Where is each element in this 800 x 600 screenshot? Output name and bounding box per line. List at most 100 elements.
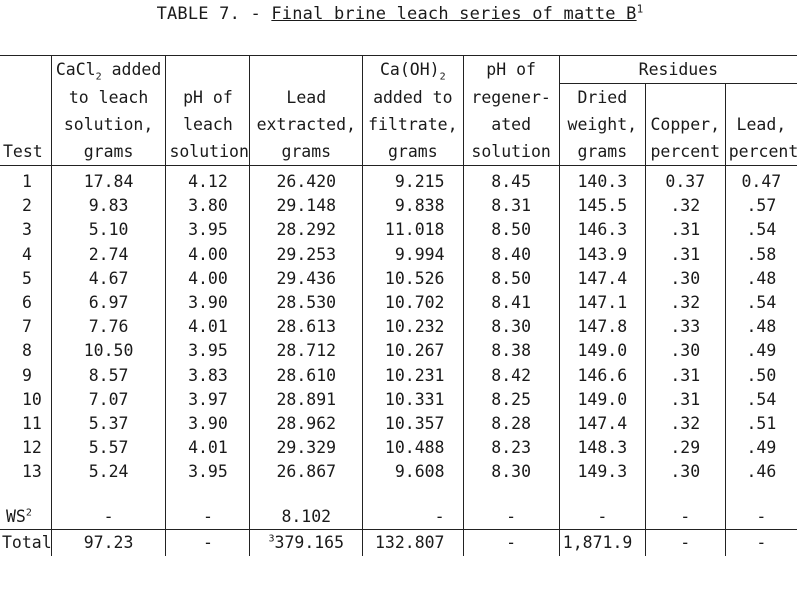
cell-copper-percent: .31 <box>644 363 726 388</box>
total-label: Total <box>0 528 52 556</box>
cell-copper-percent: .30 <box>644 460 726 485</box>
header-lead-pct-line2: percent <box>724 138 797 166</box>
cell-ph-leach: 3.90 <box>165 412 250 437</box>
header-lead-pct-line1: Lead, <box>724 111 797 138</box>
cell-lead-percent: 0.47 <box>724 165 797 195</box>
cell-dried-weight: 146.3 <box>558 218 646 243</box>
cell-caoh2-added: 9.215 <box>362 165 463 195</box>
ws-cell-lead-percent: - <box>724 504 797 530</box>
header-caoh2-sub: 2 <box>439 71 446 83</box>
cell-cacl2-added: 8.57 <box>50 363 166 388</box>
cell-ph-regenerated: 8.41 <box>462 291 560 316</box>
table-row: 10 7.07 3.97 28.891 10.331 8.25 149.0.31.54 <box>0 387 797 413</box>
data-table: CaCl2 added Ca(OH)2 pH of Residues to le… <box>0 55 797 556</box>
ws-label: WS2 <box>0 505 51 530</box>
cell-ph-leach: 3.95 <box>165 218 250 243</box>
cell-lead-percent: .50 <box>724 363 797 388</box>
cell-ph-regenerated: 8.50 <box>462 218 560 243</box>
total-cell-cacl2-added: 97.23 <box>50 528 166 556</box>
header-ph-leach-line1: pH of <box>165 83 250 111</box>
cell-caoh2-added: 10.526 <box>362 266 463 292</box>
cell-cacl2-added: 7.07 <box>50 387 166 413</box>
cell-lead-extracted: 26.867 <box>249 460 363 485</box>
cell-copper-percent: .33 <box>644 315 726 340</box>
table-row: 4 2.74 4.00 29.253 9.994 8.40 143.9.31.58 <box>0 242 797 267</box>
total-lead-sup: 3 <box>268 533 275 545</box>
cell-dried-weight: 147.4 <box>558 266 646 292</box>
cell-dried-weight: 140.3 <box>558 165 646 195</box>
cell-ph-regenerated: 8.31 <box>462 194 560 219</box>
cell-caoh2-added: 9.994 <box>362 242 463 267</box>
cell-test: 9 <box>22 365 32 385</box>
header-cacl2-added: added <box>101 60 162 80</box>
cell-ph-leach: 4.01 <box>165 436 250 461</box>
cell-cacl2-added: 5.37 <box>50 412 166 437</box>
cell-caoh2-added: 11.018 <box>362 218 463 243</box>
cell-caoh2-added: 9.608 <box>362 460 463 485</box>
table-title: TABLE 7. - Final brine leach series of m… <box>0 3 800 24</box>
cell-dried-weight: 148.3 <box>558 436 646 461</box>
table-row: 5 4.67 4.00 29.436 10.526 8.50 147.4.30.48 <box>0 266 797 292</box>
header-ph-regen-line1: pH of <box>462 55 560 84</box>
cell-lead-extracted: 28.530 <box>249 291 363 316</box>
header-cacl2-sub: 2 <box>95 71 102 83</box>
header-test: Test <box>3 142 43 161</box>
header-dried-line1: Dried <box>558 83 646 111</box>
cell-copper-percent: .30 <box>644 339 726 364</box>
header-dried-line2: weight, <box>558 111 646 138</box>
cell-lead-extracted: 29.436 <box>249 266 363 292</box>
cell-test: 11 <box>22 414 42 434</box>
cell-test: 3 <box>22 220 32 240</box>
cell-ph-regenerated: 8.25 <box>462 387 560 413</box>
header-dried-line3: grams <box>558 138 646 166</box>
cell-test: 7 <box>22 317 32 337</box>
cell-ph-regenerated: 8.30 <box>462 460 560 485</box>
cell-dried-weight: 146.6 <box>558 363 646 388</box>
header-caoh2-line4: grams <box>362 138 463 166</box>
cell-lead-percent: .54 <box>724 291 797 316</box>
header-cacl2-line1: CaCl <box>55 60 96 80</box>
header-ph-leach-line3: solution <box>165 138 250 166</box>
header-residues: Residues <box>558 55 797 84</box>
cell-caoh2-added: 9.838 <box>362 194 463 219</box>
cell-cacl2-added: 6.97 <box>50 291 166 316</box>
cell-test: 13 <box>22 462 42 482</box>
total-cell-ph-leach: - <box>165 528 250 556</box>
cell-cacl2-added: 5.57 <box>50 436 166 461</box>
cell-dried-weight: 147.1 <box>558 291 646 316</box>
cell-lead-percent: .49 <box>724 436 797 461</box>
cell-cacl2-added: 17.84 <box>50 165 166 195</box>
header-lead-extracted-line1: Lead <box>249 83 363 111</box>
cell-test: 12 <box>22 438 42 458</box>
cell-lead-extracted: 29.253 <box>249 242 363 267</box>
cell-lead-percent: .58 <box>724 242 797 267</box>
cell-caoh2-added: 10.231 <box>362 363 463 388</box>
header-ph-leach-line2: leach <box>165 111 250 138</box>
total-row: Total 97.23-3379.165 132.807-1,871.9- - <box>0 528 797 556</box>
cell-copper-percent: .31 <box>644 218 726 243</box>
cell-ph-regenerated: 8.28 <box>462 412 560 437</box>
cell-caoh2-added: 10.357 <box>362 412 463 437</box>
table-row: 12 5.57 4.01 29.329 10.488 8.23 148.3.29.49 <box>0 436 797 461</box>
cell-copper-percent: .30 <box>644 266 726 292</box>
table-header: CaCl2 added Ca(OH)2 pH of Residues to le… <box>0 55 797 166</box>
ws-cell-cacl2-added: - <box>50 504 166 530</box>
cell-lead-percent: .48 <box>724 315 797 340</box>
cell-copper-percent: .31 <box>644 242 726 267</box>
cell-dried-weight: 149.0 <box>558 387 646 413</box>
cell-ph-regenerated: 8.40 <box>462 242 560 267</box>
cell-copper-percent: .29 <box>644 436 726 461</box>
cell-copper-percent: .31 <box>644 387 726 413</box>
cell-lead-percent: .49 <box>724 339 797 364</box>
cell-lead-extracted: 28.292 <box>249 218 363 243</box>
cell-caoh2-added: 10.331 <box>362 387 463 413</box>
cell-lead-extracted: 28.613 <box>249 315 363 340</box>
cell-dried-weight: 149.3 <box>558 460 646 485</box>
cell-test: 10 <box>22 389 42 409</box>
total-cell-caoh2-added: 132.807 <box>362 528 463 556</box>
table-row: 3 5.10 3.95 28.292 11.018 8.50 146.3.31.54 <box>0 218 797 243</box>
cell-cacl2-added: 4.67 <box>50 266 166 292</box>
cell-dried-weight: 145.5 <box>558 194 646 219</box>
cell-test: 6 <box>22 293 32 313</box>
cell-cacl2-added: 7.76 <box>50 315 166 340</box>
